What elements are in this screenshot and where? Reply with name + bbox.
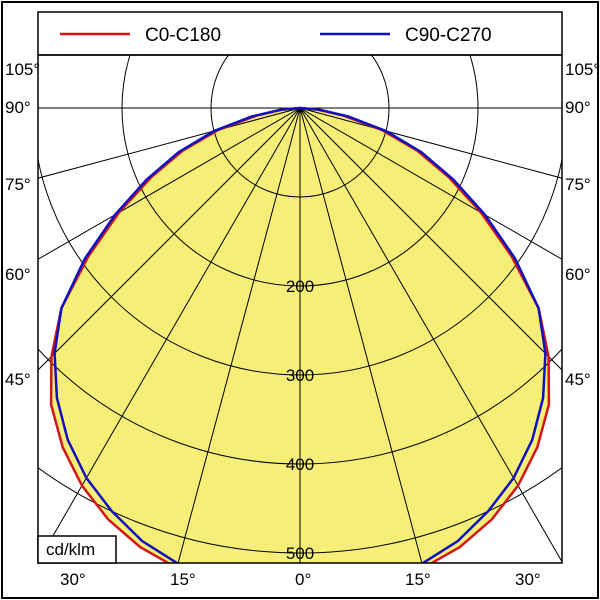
angle-label-right: 60° (565, 265, 591, 284)
ring-label: 500 (286, 544, 314, 563)
angle-label-right: 105° (565, 60, 600, 79)
angle-label-bottom: 15° (170, 570, 196, 589)
unit-label: cd/klm (46, 540, 95, 559)
legend-label-2: C90-C270 (405, 25, 492, 46)
polar-chart-container: C0-C180 C90-C270 200 300 400 500 105° 90° 75° 60°… (0, 0, 600, 600)
angle-label-left: 60° (5, 265, 31, 284)
legend-label-1: C0-C180 (145, 25, 221, 46)
angle-label-bottom: 30° (60, 570, 86, 589)
ring-label: 200 (286, 277, 314, 296)
ring-label: 400 (286, 455, 314, 474)
angle-label-right: 75° (565, 175, 591, 194)
polar-chart: C0-C180 C90-C270 200 300 400 500 105° 90° 75° 60°… (0, 0, 600, 600)
angle-label-left: 75° (5, 175, 31, 194)
angle-label-left: 45° (5, 370, 31, 389)
angle-label-right: 90° (565, 98, 591, 117)
angle-label-bottom: 0° (295, 570, 311, 589)
angle-label-left: 90° (5, 98, 31, 117)
angle-label-bottom: 15° (405, 570, 431, 589)
angle-label-left: 105° (5, 60, 40, 79)
ring-label: 300 (286, 366, 314, 385)
angle-label-bottom: 30° (515, 570, 541, 589)
angle-label-right: 45° (565, 370, 591, 389)
